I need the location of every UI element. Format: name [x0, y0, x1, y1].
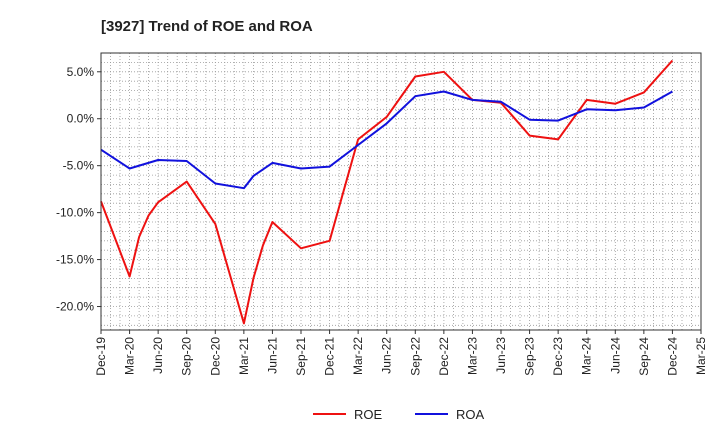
- x-tick-label: Sep-23: [523, 337, 537, 376]
- x-tick-label: Dec-23: [551, 337, 565, 376]
- legend: ROE ROA: [313, 407, 485, 422]
- series-line-roa: [100, 90, 673, 190]
- x-tick-label: Mar-23: [465, 337, 479, 375]
- grid-lines: [100, 52, 702, 330]
- x-tick-label: Mar-21: [237, 337, 251, 375]
- plot-area: [101, 53, 701, 330]
- legend-label-roe: ROE: [354, 407, 383, 422]
- series-lines: [100, 59, 674, 325]
- y-tick-label: -5.0%: [63, 159, 95, 173]
- x-tick-label: Jun-22: [380, 337, 394, 374]
- x-tick-label: Sep-22: [408, 337, 422, 376]
- y-tick-label: -20.0%: [56, 300, 94, 314]
- x-tick-label: Mar-24: [580, 337, 594, 375]
- x-tick-label: Jun-23: [494, 337, 508, 374]
- x-tick-label: Sep-21: [294, 337, 308, 376]
- x-tick-label: Jun-21: [265, 337, 279, 374]
- chart-title: [3927] Trend of ROE and ROA: [101, 18, 313, 35]
- x-tick-label: Jun-24: [608, 337, 622, 374]
- x-tick-label: Dec-22: [437, 337, 451, 376]
- y-axis-ticks: 5.0% 0.0% -5.0% -10.0% -15.0% -20.0%: [56, 65, 101, 314]
- x-tick-label: Sep-20: [180, 337, 194, 376]
- x-tick-label: Sep-24: [637, 337, 651, 376]
- x-tick-label: Mar-22: [351, 337, 365, 375]
- legend-label-roa: ROA: [456, 407, 485, 422]
- y-tick-label: -10.0%: [56, 206, 94, 220]
- y-tick-label: -15.0%: [56, 253, 94, 267]
- y-tick-label: 5.0%: [67, 65, 95, 79]
- x-tick-label: Dec-21: [323, 337, 337, 376]
- series-line-roe: [100, 59, 674, 325]
- plot-border: [100, 52, 702, 331]
- x-tick-label: Mar-25: [694, 337, 708, 375]
- x-tick-label: Mar-20: [123, 337, 137, 375]
- x-tick-label: Dec-19: [94, 337, 108, 376]
- y-tick-label: 0.0%: [67, 112, 95, 126]
- x-axis-ticks: Dec-19 Mar-20 Jun-20 Sep-20 Dec-20 Mar-21 Jun-…: [94, 330, 708, 376]
- x-tick-label: Jun-20: [151, 337, 165, 374]
- x-tick-label: Dec-24: [665, 337, 679, 376]
- x-tick-label: Dec-20: [208, 337, 222, 376]
